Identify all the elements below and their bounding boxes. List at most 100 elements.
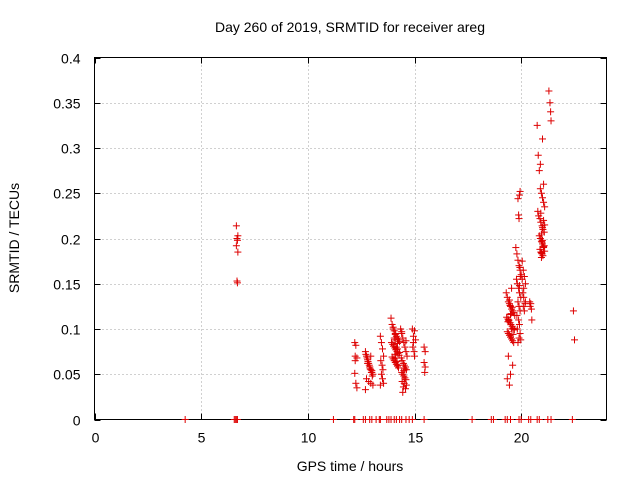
data-point xyxy=(509,324,517,332)
data-point xyxy=(507,370,514,378)
y-tick-label: 0.2 xyxy=(61,232,81,248)
data-point xyxy=(402,337,410,345)
data-point xyxy=(504,298,512,306)
data-point xyxy=(519,266,527,274)
data-point xyxy=(571,336,578,344)
x-tick-label: 10 xyxy=(301,430,317,446)
data-point xyxy=(232,242,240,250)
data-point xyxy=(233,416,241,423)
y-tick-label: 0 xyxy=(73,413,81,429)
y-tick-label: 0.15 xyxy=(53,277,80,293)
data-point xyxy=(517,271,525,279)
data-point xyxy=(537,249,545,257)
data-point xyxy=(351,416,359,423)
data-point xyxy=(232,222,240,230)
data-point xyxy=(393,358,401,366)
data-point xyxy=(489,416,497,423)
data-point xyxy=(389,323,397,331)
data-point xyxy=(399,370,407,378)
data-point xyxy=(505,381,513,389)
data-point xyxy=(535,416,543,423)
data-point xyxy=(540,242,548,250)
data-point xyxy=(376,332,384,340)
data-point xyxy=(394,361,402,369)
data-point xyxy=(379,366,387,374)
data-point xyxy=(546,99,554,107)
data-point xyxy=(520,293,528,301)
data-point xyxy=(369,370,377,378)
data-point xyxy=(519,302,527,310)
y-axis-label: SRMTID / TECUs xyxy=(6,183,22,293)
data-point xyxy=(508,305,516,313)
data-point xyxy=(505,296,513,304)
data-point xyxy=(515,262,523,270)
data-point xyxy=(352,379,360,387)
x-tick-label: 0 xyxy=(92,430,100,446)
data-point xyxy=(512,244,520,252)
chart-title: Day 260 of 2019, SRMTID for receiver are… xyxy=(215,19,485,35)
data-point xyxy=(378,361,386,369)
data-point xyxy=(540,198,548,206)
data-point xyxy=(515,191,523,199)
data-point xyxy=(538,238,546,246)
data-point xyxy=(514,256,522,264)
data-point xyxy=(368,367,376,375)
data-point xyxy=(540,180,548,188)
data-point xyxy=(514,195,522,203)
data-point xyxy=(468,416,476,423)
data-point xyxy=(398,328,406,336)
data-point xyxy=(351,369,359,377)
data-point xyxy=(380,352,388,360)
data-point xyxy=(369,381,377,389)
y-tick-label: 0.25 xyxy=(53,186,80,202)
data-point xyxy=(503,328,511,336)
data-points xyxy=(181,87,578,423)
data-point xyxy=(366,363,374,371)
data-point xyxy=(540,216,548,224)
data-point xyxy=(518,257,526,265)
data-point xyxy=(376,381,384,389)
data-point xyxy=(547,117,555,125)
y-tick-label: 0.4 xyxy=(61,51,81,67)
data-point xyxy=(515,215,523,223)
data-point xyxy=(379,375,386,383)
y-tick-label: 0.3 xyxy=(61,141,81,157)
data-point xyxy=(534,151,542,159)
data-point xyxy=(234,248,242,256)
data-point xyxy=(535,167,543,175)
data-point xyxy=(502,289,510,297)
data-point xyxy=(509,361,517,369)
data-point xyxy=(517,416,525,423)
data-point xyxy=(541,203,549,211)
data-point xyxy=(367,352,375,360)
data-point xyxy=(536,185,544,193)
data-point xyxy=(391,350,399,358)
data-point xyxy=(402,348,410,356)
tick-labels: 0 5 10 15 20 0 0.05 0.1 0.15 0.2 0.25 0.3 0.35 0.4 xyxy=(53,51,529,446)
data-point xyxy=(520,307,528,315)
data-point xyxy=(401,374,409,382)
data-point xyxy=(420,358,428,366)
data-point xyxy=(389,340,397,348)
data-point xyxy=(545,87,553,95)
data-point xyxy=(361,386,369,394)
data-point xyxy=(516,330,524,338)
data-point xyxy=(540,244,548,252)
data-point xyxy=(506,301,514,309)
data-point xyxy=(527,305,535,313)
data-point xyxy=(539,224,546,232)
data-point xyxy=(181,416,189,423)
data-point xyxy=(352,341,360,349)
data-point xyxy=(569,307,577,315)
data-point xyxy=(351,357,359,365)
data-point xyxy=(527,416,535,423)
data-point xyxy=(377,357,385,365)
data-point xyxy=(513,311,521,319)
data-point xyxy=(520,284,528,292)
data-point xyxy=(507,416,514,423)
data-point xyxy=(515,282,523,290)
data-point xyxy=(508,284,516,292)
data-point xyxy=(399,388,407,396)
